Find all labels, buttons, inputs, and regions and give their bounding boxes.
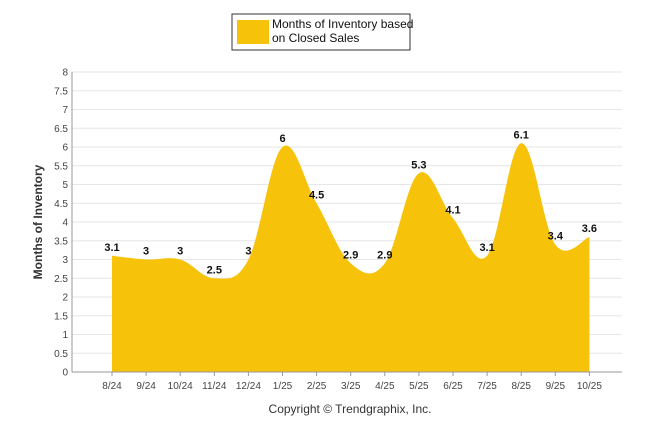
data-label: 3.4 <box>548 231 564 243</box>
data-label: 6.1 <box>514 129 529 141</box>
y-tick-label: 3.5 <box>54 236 68 247</box>
data-label: 2.9 <box>377 249 392 261</box>
x-tick-label: 8/25 <box>511 381 531 392</box>
y-tick-label: 5 <box>62 180 68 191</box>
x-tick-label: 9/25 <box>546 381 566 392</box>
data-label: 6 <box>279 133 285 145</box>
x-tick-label: 10/24 <box>168 381 193 392</box>
data-labels: 3.1 3 3 2.5 3 6 4.5 2.9 2.9 5.3 4.1 3.1 6.1 3.4 3.6 <box>104 129 597 276</box>
data-label: 3 <box>245 246 251 258</box>
x-tick-label: 6/25 <box>443 381 463 392</box>
x-tick-label: 4/25 <box>375 381 395 392</box>
x-tick-labels: 8/24 9/24 10/24 11/24 12/24 1/25 2/25 3/25 4/25 5… <box>102 381 602 392</box>
x-tick-label: 11/24 <box>202 381 227 392</box>
y-axis-title: Months of Inventory <box>31 164 45 279</box>
data-label: 4.1 <box>445 204 460 216</box>
data-label: 2.9 <box>343 249 358 261</box>
x-tick-label: 10/25 <box>577 381 602 392</box>
series-area-fill <box>112 143 590 372</box>
x-tick-label: 8/24 <box>102 381 122 392</box>
axes <box>71 72 622 376</box>
data-label: 3.1 <box>104 242 119 254</box>
y-tick-label: 6.5 <box>54 124 68 135</box>
y-tick-label: 6 <box>62 143 68 154</box>
y-tick-label: 4 <box>62 218 68 229</box>
y-tick-label: 2 <box>62 293 68 304</box>
y-tick-label: 2.5 <box>54 274 68 285</box>
y-tick-label: 3 <box>62 255 68 266</box>
y-tick-label: 7.5 <box>54 86 68 97</box>
legend-swatch <box>237 20 269 44</box>
y-tick-label: 8 <box>62 68 68 79</box>
copyright-footer: Copyright © Trendgraphix, Inc. <box>269 402 432 416</box>
data-label: 3.6 <box>582 223 597 235</box>
x-tick-label: 3/25 <box>341 381 361 392</box>
legend-label-line-2: on Closed Sales <box>272 31 359 45</box>
x-tick-label: 9/24 <box>136 381 156 392</box>
x-tick-label: 2/25 <box>307 381 327 392</box>
y-tick-label: 5.5 <box>54 161 68 172</box>
data-label: 2.5 <box>207 264 222 276</box>
y-tick-label: 1.5 <box>54 311 68 322</box>
data-label: 5.3 <box>411 159 426 171</box>
legend: Months of Inventory based on Closed Sale… <box>231 13 413 51</box>
y-tick-labels: 0 0.5 1 1.5 2 2.5 3 3.5 4 4.5 5 5.5 6 6.5 7 7.5 8 <box>54 68 68 379</box>
y-tick-label: 0 <box>62 368 68 379</box>
data-label: 3.1 <box>479 242 494 254</box>
legend-label-line-1: Months of Inventory based <box>272 17 413 31</box>
series-area <box>112 143 590 372</box>
data-label: 3 <box>143 246 149 258</box>
y-tick-label: 4.5 <box>54 199 68 210</box>
data-label: 3 <box>177 246 183 258</box>
y-tick-label: 7 <box>62 105 68 116</box>
y-tick-label: 1 <box>62 330 68 341</box>
data-label: 4.5 <box>309 189 324 201</box>
x-tick-label: 5/25 <box>409 381 429 392</box>
x-tick-label: 7/25 <box>477 381 497 392</box>
y-tick-label: 0.5 <box>54 349 68 360</box>
x-tick-label: 1/25 <box>273 381 293 392</box>
x-tick-label: 12/24 <box>236 381 261 392</box>
